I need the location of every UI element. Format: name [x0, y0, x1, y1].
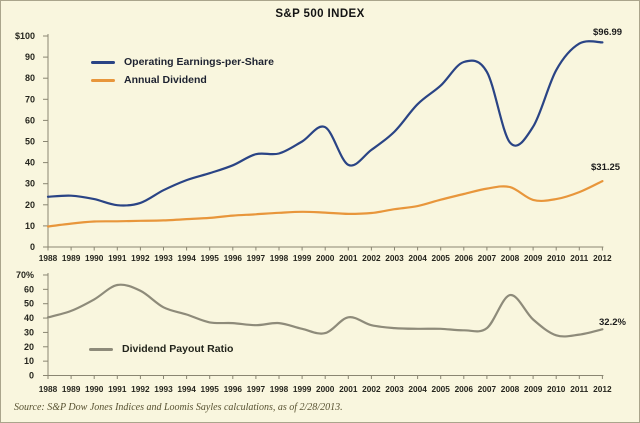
- bottom-xtick-label: 1990: [85, 384, 104, 394]
- bottom-xtick-label: 2008: [501, 384, 520, 394]
- bottom-ytick-label: 20: [24, 342, 34, 352]
- payout-end-value-label: 32.2%: [599, 317, 626, 328]
- bottom-xtick-label: 2005: [431, 384, 450, 394]
- top-xtick-label: 1992: [131, 253, 150, 263]
- top-ytick-label: 80: [25, 73, 35, 83]
- bottom-xtick-label: 1996: [224, 384, 243, 394]
- top-xtick-label: 2009: [524, 253, 543, 263]
- source-citation: Source: S&P Dow Jones Indices and Loomis…: [14, 402, 343, 413]
- legend-label-eps: Operating Earnings-per-Share: [124, 56, 274, 68]
- top-ytick-label: 20: [25, 200, 35, 210]
- top-xtick-label: 1988: [39, 253, 58, 263]
- top-xtick-label: 2011: [570, 253, 588, 263]
- top-xtick-label: 2001: [339, 253, 358, 263]
- bottom-ytick-label: 50: [24, 299, 34, 309]
- top-xtick-label: 2008: [501, 253, 520, 263]
- legend-item-dividend: Annual Dividend: [91, 71, 274, 89]
- top-ytick-label: 50: [25, 137, 35, 147]
- top-xtick-label: 1991: [108, 253, 127, 263]
- top-xtick-label: 1997: [247, 253, 266, 263]
- eps-end-value-label: $96.99: [593, 27, 623, 38]
- bottom-ytick-label: 60: [24, 284, 34, 294]
- top-xtick-label: 2000: [316, 253, 335, 263]
- dividend-end-value-label: $31.25: [591, 162, 621, 173]
- top-xtick-label: 2007: [478, 253, 497, 263]
- bottom-xtick-label: 2007: [478, 384, 497, 394]
- bottom-axes: [43, 272, 604, 379]
- legend-item-eps: Operating Earnings-per-Share: [91, 53, 274, 71]
- chart-title: S&P 500 INDEX: [275, 8, 365, 20]
- bottom-xtick-label: 2006: [455, 384, 474, 394]
- top-ytick-label: 70: [25, 94, 35, 104]
- legend-label-payout: Dividend Payout Ratio: [122, 343, 234, 355]
- bottom-ytick-label: 70%: [16, 270, 34, 280]
- bottom-xtick-label: 2001: [339, 384, 358, 394]
- legend-label-dividend: Annual Dividend: [124, 74, 207, 86]
- bottom-xtick-label: 2011: [570, 384, 588, 394]
- operating-earnings-per-share-line: [46, 40, 604, 207]
- bottom-xtick-label: 2012: [593, 384, 612, 394]
- top-ytick-label: 0: [30, 242, 35, 252]
- top-xtick-label: 2006: [455, 253, 474, 263]
- bottom-xtick-label: 1995: [200, 384, 219, 394]
- dividend-payout-ratio-line: [46, 283, 604, 338]
- top-ytick-label: 10: [25, 221, 35, 231]
- top-ytick-label: 30: [25, 179, 35, 189]
- top-xtick-label: 2002: [362, 253, 381, 263]
- eps-line-swatch: [91, 60, 115, 64]
- bottom-xtick-label: 2003: [385, 384, 404, 394]
- bottom-ytick-label: 30: [24, 327, 34, 337]
- bottom-xtick-label: 2002: [362, 384, 381, 394]
- legend-bottom: Dividend Payout Ratio: [89, 341, 233, 357]
- bottom-xtick-label: 1997: [247, 384, 266, 394]
- bottom-xtick-label: 1999: [293, 384, 312, 394]
- top-xtick-label: 1998: [270, 253, 289, 263]
- legend-item-payout: Dividend Payout Ratio: [89, 341, 233, 357]
- top-ytick-label: 60: [25, 115, 35, 125]
- legend-top: Operating Earnings-per-Share Annual Divi…: [91, 53, 274, 89]
- bottom-xtick-label: 1989: [62, 384, 81, 394]
- bottom-xtick-label: 2004: [408, 384, 427, 394]
- top-xtick-label: 1999: [293, 253, 312, 263]
- top-axes: [43, 34, 604, 251]
- top-xtick-label: 2004: [408, 253, 427, 263]
- panel-top: 0 10 20 30 40 50 60 70 80 90 $100 1988 1989 1990 1991 1…: [15, 31, 612, 263]
- dividend-line-swatch: [91, 78, 115, 82]
- bottom-xtick-label: 2010: [547, 384, 566, 394]
- top-ytick-label: $100: [15, 31, 35, 41]
- top-xtick-label: 1990: [85, 253, 104, 263]
- bottom-xtick-label: 2009: [524, 384, 543, 394]
- top-xtick-label: 1993: [154, 253, 173, 263]
- bottom-ytick-label: 40: [24, 313, 34, 323]
- top-xtick-label: 1995: [200, 253, 219, 263]
- top-xtick-label: 1996: [224, 253, 243, 263]
- annual-dividend-line: [46, 180, 604, 228]
- top-xtick-label: 1989: [62, 253, 81, 263]
- bottom-ytick-label: 0: [29, 371, 34, 381]
- payout-line-swatch: [89, 347, 113, 351]
- top-ytick-label: 90: [25, 52, 35, 62]
- bottom-xtick-label: 1988: [39, 384, 58, 394]
- top-xtick-label: 2005: [431, 253, 450, 263]
- top-xtick-label: 2012: [593, 253, 612, 263]
- top-ytick-label: 40: [25, 158, 35, 168]
- bottom-xtick-label: 1998: [270, 384, 289, 394]
- top-xtick-label: 2003: [385, 253, 404, 263]
- bottom-ytick-label: 10: [24, 356, 34, 366]
- bottom-xtick-label: 1991: [108, 384, 127, 394]
- panel-bottom: 0 10 20 30 40 50 60 70% 1988 1989 1990 1991 1992 1993…: [16, 270, 612, 394]
- bottom-xtick-label: 1992: [131, 384, 150, 394]
- bottom-xtick-label: 1994: [177, 384, 196, 394]
- bottom-xtick-label: 1993: [154, 384, 173, 394]
- top-xtick-label: 1994: [177, 253, 196, 263]
- bottom-xtick-label: 2000: [316, 384, 335, 394]
- top-xtick-label: 2010: [547, 253, 566, 263]
